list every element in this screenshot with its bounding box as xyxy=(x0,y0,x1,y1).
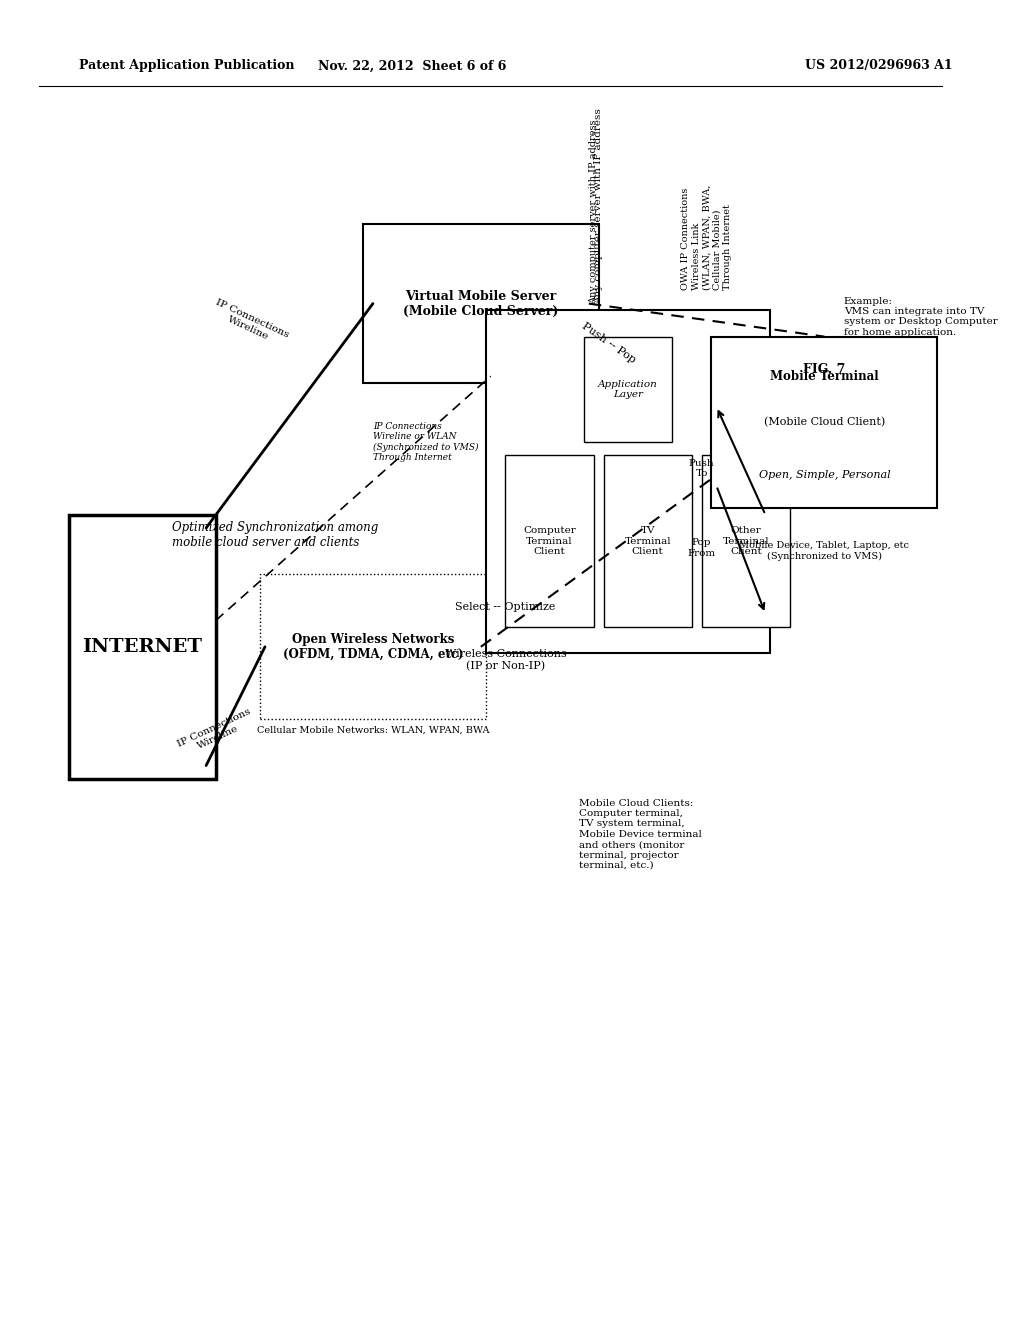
FancyBboxPatch shape xyxy=(506,455,594,627)
Text: Virtual Mobile Server
(Mobile Cloud Server): Virtual Mobile Server (Mobile Cloud Serv… xyxy=(403,289,558,318)
Text: Computer
Terminal
Client: Computer Terminal Client xyxy=(523,527,575,556)
Text: US 2012/0296963 A1: US 2012/0296963 A1 xyxy=(805,59,952,73)
Text: INTERNET: INTERNET xyxy=(82,638,203,656)
Text: Push
To: Push To xyxy=(689,459,715,478)
Text: Any computer server with IP address: Any computer server with IP address xyxy=(594,108,603,304)
FancyBboxPatch shape xyxy=(701,455,790,627)
Text: IP Connections
Wireline: IP Connections Wireline xyxy=(210,298,291,348)
Text: Open, Simple, Personal: Open, Simple, Personal xyxy=(759,470,890,480)
Text: Open Wireless Networks
(OFDM, TDMA, CDMA, etc): Open Wireless Networks (OFDM, TDMA, CDMA… xyxy=(283,632,463,661)
Text: OWA IP Connections
Wireless Link
(WLAN, WPAN, BWA,
Cellular Mobile)
Through Inte: OWA IP Connections Wireless Link (WLAN, … xyxy=(681,185,732,290)
FancyBboxPatch shape xyxy=(485,310,770,653)
Text: Patent Application Publication: Patent Application Publication xyxy=(79,59,294,73)
Text: Mobile Terminal: Mobile Terminal xyxy=(770,370,879,383)
Text: FIG. 7: FIG. 7 xyxy=(803,363,846,376)
Text: Example:
VMS can integrate into TV
system or Desktop Computer
for home applicati: Example: VMS can integrate into TV syste… xyxy=(844,297,997,337)
FancyBboxPatch shape xyxy=(584,337,672,442)
Text: Other
Terminal
Client: Other Terminal Client xyxy=(723,527,769,556)
FancyBboxPatch shape xyxy=(260,574,485,719)
Text: IP Connections
Wireline: IP Connections Wireline xyxy=(176,708,256,758)
Text: IP Connections
Wireline or WLAN
(Synchronized to VMS)
Through Internet: IP Connections Wireline or WLAN (Synchro… xyxy=(373,422,478,462)
Text: Select -- Optimize: Select -- Optimize xyxy=(456,602,556,612)
Text: Mobile Cloud Clients:
Computer terminal,
TV system terminal,
Mobile Device termi: Mobile Cloud Clients: Computer terminal,… xyxy=(579,799,701,870)
FancyBboxPatch shape xyxy=(364,224,599,383)
Text: (Mobile Cloud Client): (Mobile Cloud Client) xyxy=(764,417,885,428)
Text: Wireless Connections
(IP or Non-IP): Wireless Connections (IP or Non-IP) xyxy=(444,649,566,671)
FancyBboxPatch shape xyxy=(69,515,216,779)
Text: Nov. 22, 2012  Sheet 6 of 6: Nov. 22, 2012 Sheet 6 of 6 xyxy=(318,59,506,73)
Text: Optimized Synchronization among
mobile cloud server and clients: Optimized Synchronization among mobile c… xyxy=(172,520,378,549)
Text: Cellular Mobile Networks: WLAN, WPAN, BWA: Cellular Mobile Networks: WLAN, WPAN, BW… xyxy=(257,726,489,735)
FancyBboxPatch shape xyxy=(712,337,937,508)
Text: TV
Terminal
Client: TV Terminal Client xyxy=(625,527,671,556)
Text: Application
Layer: Application Layer xyxy=(598,380,658,399)
FancyBboxPatch shape xyxy=(603,455,692,627)
Text: Pop
From: Pop From xyxy=(687,539,716,557)
Text: Any computer server with IP address: Any computer server with IP address xyxy=(589,119,598,304)
Text: Push -- Pop: Push -- Pop xyxy=(580,321,637,366)
Text: Mobile Device, Tablet, Laptop, etc
(Synchronized to VMS): Mobile Device, Tablet, Laptop, etc (Sync… xyxy=(739,541,909,561)
